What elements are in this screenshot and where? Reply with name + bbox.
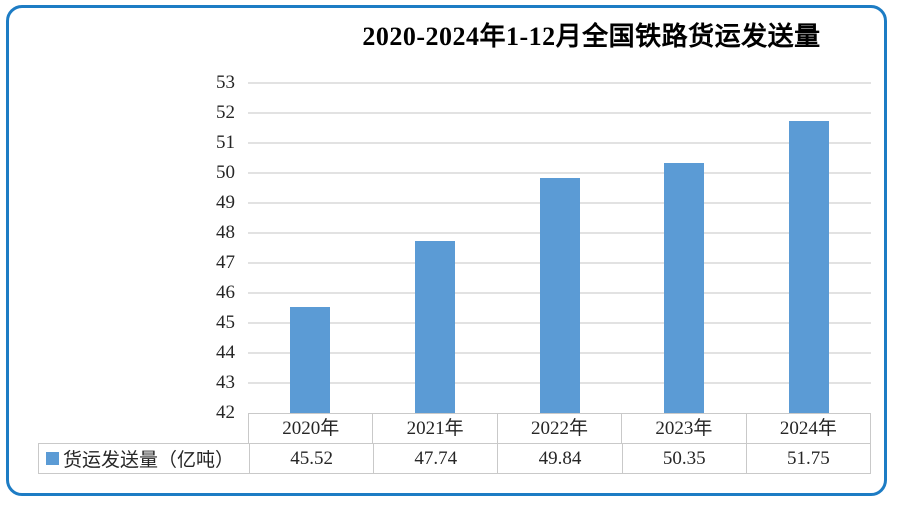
y-tick-label: 44 [216,342,235,363]
y-tick-label: 53 [216,72,235,93]
value-row: 货运发送量（亿吨） 45.52 47.74 49.84 50.35 51.75 [38,443,871,474]
category-cell: 2023年 [621,414,745,443]
category-cell: 2021年 [372,414,496,443]
gridline [248,82,871,84]
y-tick-label: 46 [216,282,235,303]
category-cell: 2024年 [745,414,870,443]
bar [290,307,331,413]
gridline [248,172,871,174]
value-cell: 49.84 [497,444,621,473]
gridline [248,142,871,144]
y-tick-label: 47 [216,252,235,273]
y-tick-label: 43 [216,372,235,393]
value-cell: 47.74 [373,444,497,473]
legend-cell: 货运发送量（亿吨） [39,444,249,473]
y-tick-label: 51 [216,132,235,153]
y-tick-label: 45 [216,312,235,333]
y-tick-label: 52 [216,102,235,123]
bar [664,162,705,413]
category-cell: 2020年 [282,418,340,439]
category-cell: 2022年 [496,414,621,443]
value-cell: 45.52 [249,444,373,473]
value-cell: 50.35 [621,444,746,473]
y-tick-label: 49 [216,192,235,213]
bar [788,120,829,413]
category-row: 2020年 2021年 2022年 2023年 2024年 [248,413,871,444]
bar [539,177,580,413]
y-tick-label: 42 [216,402,235,423]
chart-title: 2020-2024年1-12月全国铁路货运发送量 [362,22,821,51]
legend-swatch-icon [46,452,59,465]
gridline [248,112,871,114]
y-tick-label: 50 [216,162,235,183]
legend-label: 货运发送量（亿吨） [63,450,235,471]
value-cell: 51.75 [745,444,870,473]
bar [414,240,455,413]
y-tick-label: 48 [216,222,235,243]
